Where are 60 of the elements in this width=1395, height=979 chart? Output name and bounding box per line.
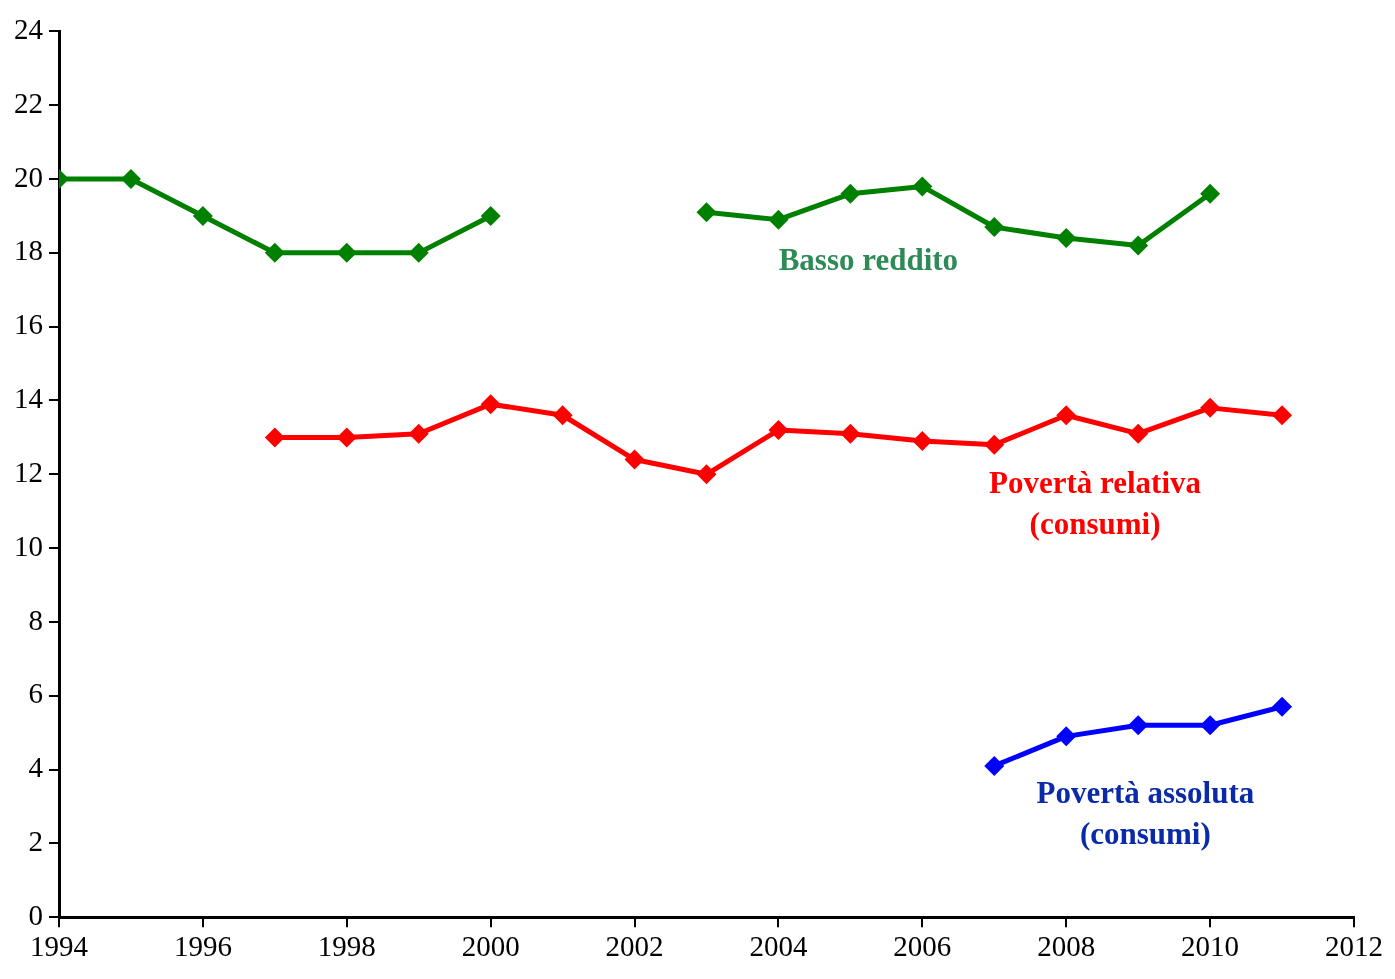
point (912, 176, 933, 197)
y-tick-label: 0 (28, 898, 43, 931)
y-tick-label: 10 (14, 529, 43, 562)
y-tick-label: 24 (14, 13, 44, 46)
point (1200, 397, 1221, 418)
y-tick-label: 18 (14, 234, 43, 267)
y-tick-label: 20 (14, 160, 43, 193)
point (192, 205, 213, 226)
point (984, 755, 1005, 776)
point (1128, 235, 1149, 256)
point (552, 405, 573, 426)
point (1056, 228, 1077, 249)
point (624, 449, 645, 470)
x-tick-label: 2012 (1325, 930, 1383, 963)
point (984, 217, 1005, 238)
point (120, 169, 141, 190)
point (1128, 423, 1149, 444)
series-label: Basso reddito (778, 242, 959, 278)
y-tick-label: 4 (28, 751, 44, 784)
y-tick-label: 8 (28, 603, 43, 636)
point (408, 242, 429, 263)
point (840, 423, 861, 444)
point (1272, 405, 1293, 426)
point (480, 205, 501, 226)
point (768, 209, 789, 230)
point (696, 464, 717, 485)
y-tick-label: 12 (14, 455, 43, 488)
point (1056, 405, 1077, 426)
x-tick-label: 2008 (1037, 930, 1096, 963)
point (840, 183, 861, 204)
point (1200, 183, 1221, 204)
y-tick-label: 2 (28, 824, 43, 857)
x-tick-label: 1998 (317, 930, 376, 963)
point (264, 427, 285, 448)
x-tick-label: 1994 (30, 930, 89, 963)
point (336, 427, 357, 448)
point (1200, 715, 1221, 736)
y-tick-label: 22 (14, 86, 43, 119)
y-tick-label: 16 (14, 308, 43, 341)
point (984, 434, 1005, 455)
point (408, 423, 429, 444)
point (768, 420, 789, 441)
point (1128, 715, 1149, 736)
series-label: Povertà relativa (consumi) (988, 465, 1202, 542)
y-tick-label: 14 (14, 382, 44, 415)
x-tick-label: 2010 (1181, 930, 1240, 963)
point (336, 242, 357, 263)
x-tick-label: 1996 (173, 930, 232, 963)
x-tick-label: 2006 (893, 930, 952, 963)
series-label: Povertà assoluta (consumi) (1036, 775, 1255, 852)
x-tick-label: 2000 (461, 930, 520, 963)
point (912, 431, 933, 452)
point (696, 202, 717, 223)
x-tick-label: 2004 (749, 930, 808, 963)
point (264, 242, 285, 263)
x-tick-label: 2002 (605, 930, 664, 963)
y-tick-label: 6 (28, 677, 43, 710)
point (1056, 726, 1077, 747)
point (1272, 696, 1293, 717)
point (480, 394, 501, 415)
